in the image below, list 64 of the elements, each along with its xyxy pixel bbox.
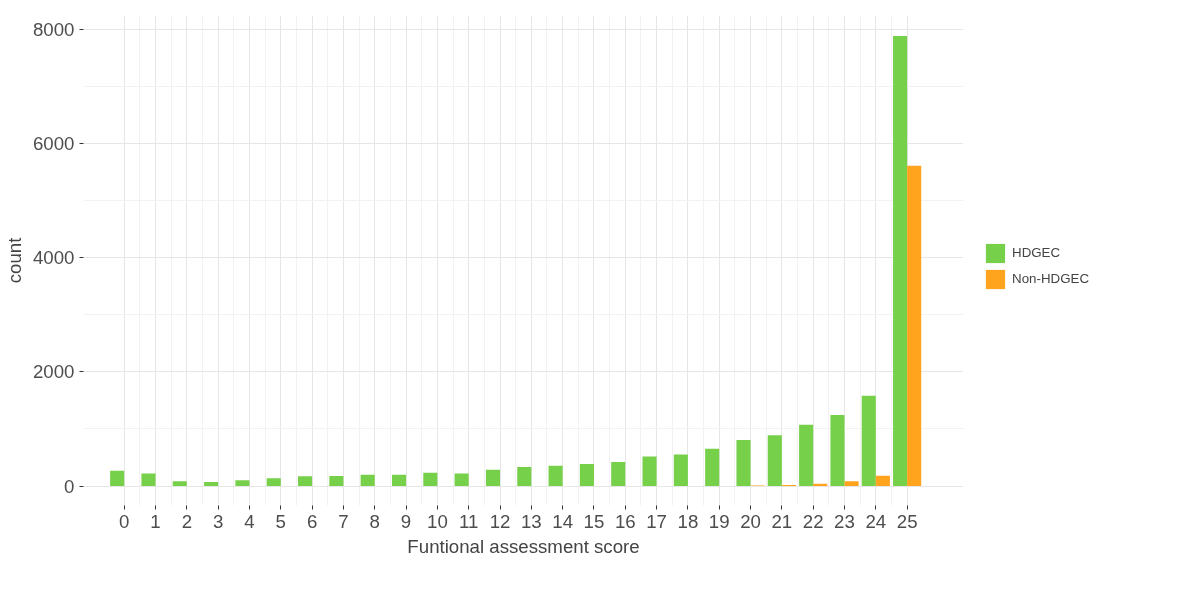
bar <box>673 454 688 487</box>
x-tick-label: 16 <box>614 510 636 532</box>
bar <box>705 448 720 487</box>
x-tick-label: 1 <box>150 510 161 532</box>
x-tick-label: 0 <box>119 510 130 532</box>
x-tick-label: 6 <box>306 510 318 532</box>
y-tick-label: 2000 <box>33 361 75 383</box>
bar <box>204 482 219 487</box>
x-tick-label: 11 <box>459 510 479 532</box>
x-tick-label: 8 <box>369 510 380 532</box>
x-axis-title: Funtional assessment score <box>407 535 640 557</box>
bar <box>767 435 782 487</box>
y-tick-label: 6000 <box>33 132 75 154</box>
bar <box>172 481 187 487</box>
y-axis-title: count <box>4 236 25 284</box>
bar <box>454 473 469 487</box>
x-tick-label: 24 <box>865 510 887 532</box>
x-tick-label: 5 <box>275 510 286 532</box>
x-tick-label: 3 <box>212 510 224 532</box>
y-tick-label: 0 <box>64 475 75 497</box>
bar <box>235 480 250 487</box>
x-tick-label: 13 <box>520 510 542 532</box>
bar <box>298 476 313 487</box>
bar <box>893 36 908 487</box>
bar <box>844 481 859 487</box>
x-tick-label: 2 <box>181 510 193 532</box>
y-tick-label: 4000 <box>33 247 75 269</box>
x-tick-label: 15 <box>583 510 605 532</box>
x-tick-label: 23 <box>834 510 855 532</box>
bar <box>141 473 156 487</box>
x-tick-label: 17 <box>646 510 667 532</box>
bar <box>611 462 626 487</box>
x-tick-label: 9 <box>400 510 412 532</box>
x-tick-label: 20 <box>740 510 761 532</box>
bar <box>266 478 281 487</box>
x-tick-label: 4 <box>244 510 255 532</box>
bar <box>736 440 751 487</box>
x-tick-label: 14 <box>552 510 574 532</box>
bar <box>907 165 922 487</box>
x-tick-label: 18 <box>677 510 699 532</box>
x-tick-label: 7 <box>338 510 349 532</box>
x-tick-label: 25 <box>896 510 918 532</box>
bar <box>485 469 501 487</box>
bar <box>875 475 890 487</box>
bar <box>548 465 563 487</box>
bar <box>329 476 344 487</box>
bar <box>423 472 438 487</box>
x-tick-label: 19 <box>708 510 730 532</box>
legend-label: HDGEC <box>1012 245 1061 260</box>
bar <box>391 474 407 487</box>
bar <box>517 466 532 487</box>
bar <box>799 424 814 487</box>
y-tick-label: 8000 <box>33 18 75 40</box>
bar <box>861 395 876 487</box>
bar <box>579 464 594 487</box>
bar <box>360 474 375 487</box>
x-tick-label: 22 <box>802 510 824 532</box>
x-tick-label: 12 <box>489 510 511 532</box>
x-tick-label: 21 <box>771 510 793 532</box>
bar <box>110 470 125 487</box>
x-tick-label: 10 <box>427 510 448 532</box>
bar <box>642 456 657 487</box>
bar <box>830 414 845 487</box>
legend-label: Non-HDGEC <box>1012 271 1090 286</box>
